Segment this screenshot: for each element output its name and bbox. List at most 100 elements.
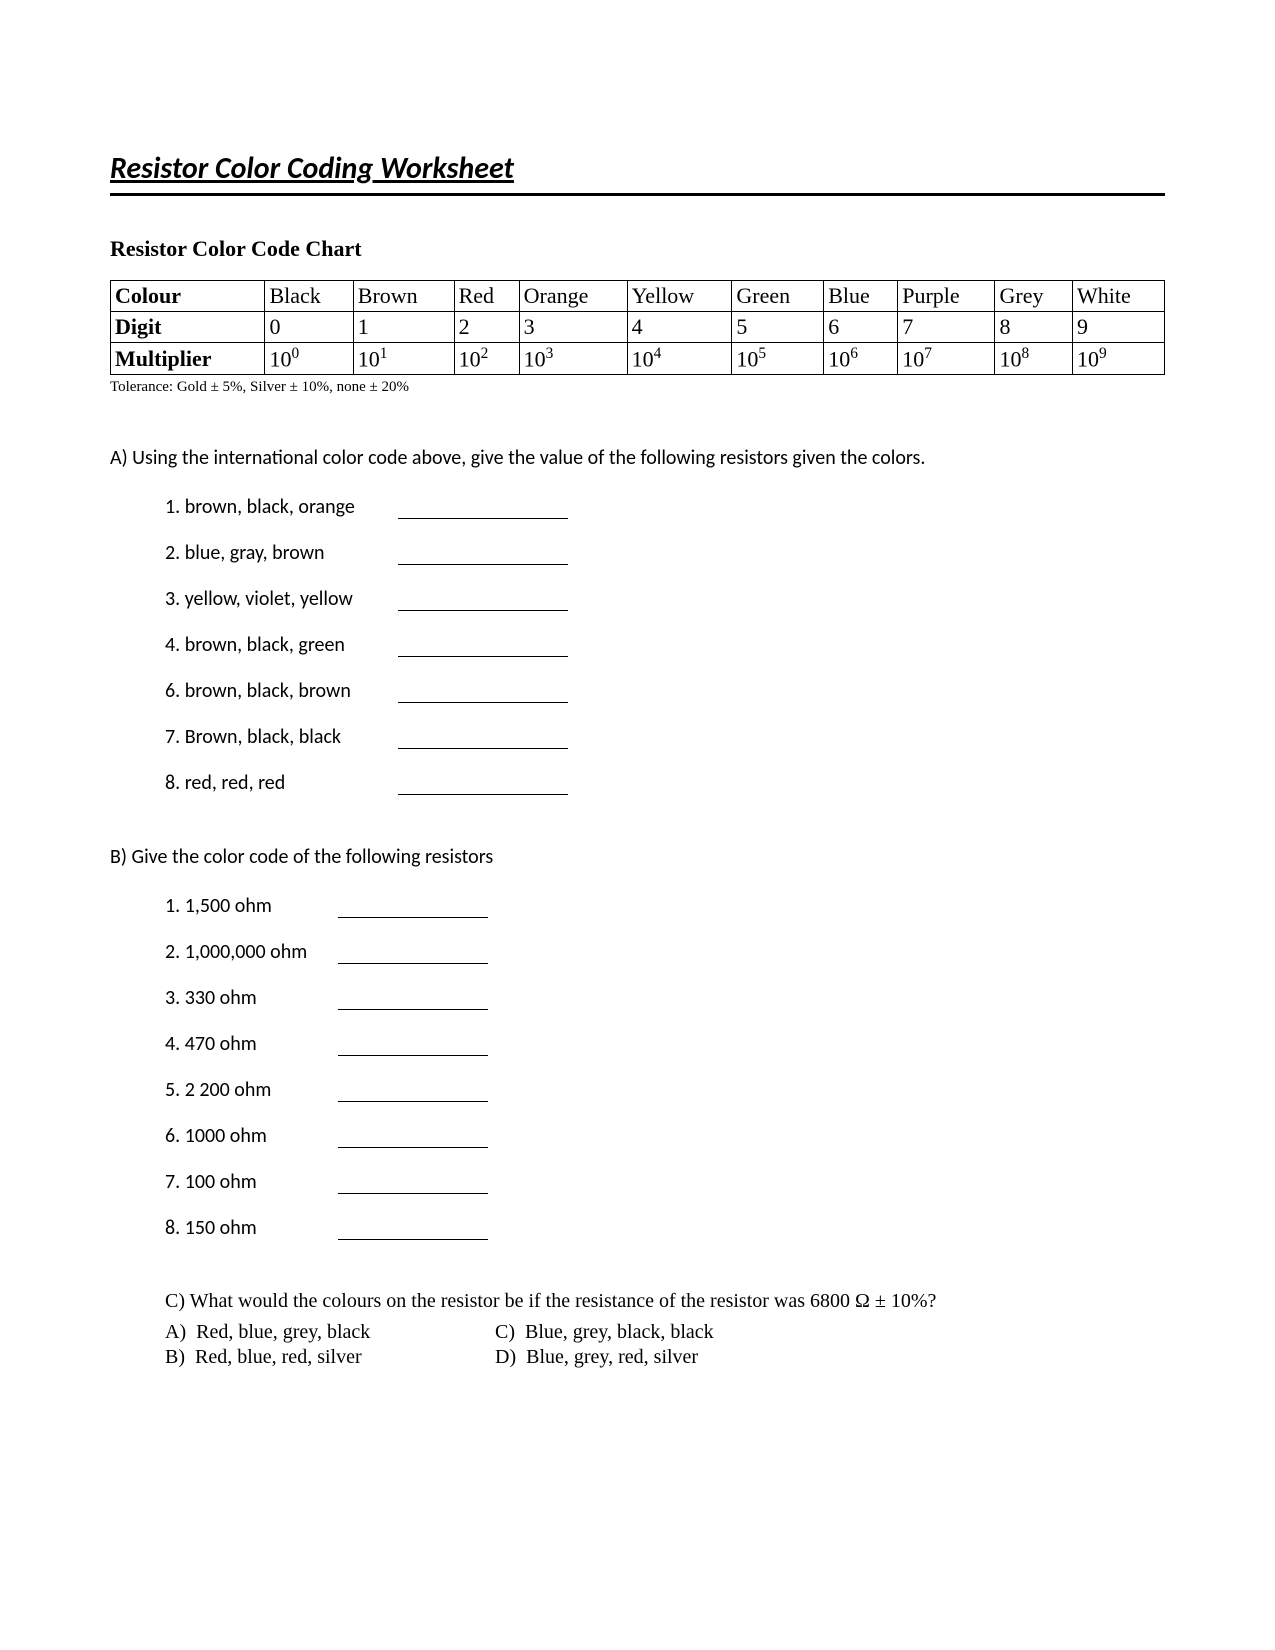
question-row: 3. 330 ohm: [165, 986, 1165, 1010]
cell: 108: [995, 343, 1073, 375]
question-label: 8. red, red, red: [165, 771, 390, 795]
answer-blank[interactable]: [398, 546, 568, 565]
question-label: 8. 150 ohm: [165, 1216, 330, 1240]
answer-blank[interactable]: [398, 638, 568, 657]
question-row: 7. Brown, black, black: [165, 725, 1165, 749]
cell: 100: [265, 343, 353, 375]
answer-blank[interactable]: [398, 684, 568, 703]
section-b-prompt: B) Give the color code of the following …: [110, 845, 1165, 869]
mc-choice[interactable]: C) Blue, grey, black, black: [495, 1321, 825, 1344]
question-label: 2. blue, gray, brown: [165, 541, 390, 565]
cell: 107: [898, 343, 995, 375]
row-label: Colour: [111, 281, 265, 312]
row-label: Digit: [111, 312, 265, 343]
answer-blank[interactable]: [338, 1175, 488, 1194]
section-c-prompt: C) What would the colours on the resisto…: [165, 1290, 1165, 1313]
cell: 106: [824, 343, 898, 375]
cell: 2: [454, 312, 519, 343]
cell: Purple: [898, 281, 995, 312]
mult-exp: 7: [924, 345, 932, 362]
mult-exp: 2: [481, 345, 489, 362]
mult-base: 10: [632, 346, 654, 371]
mc-col-left: A) Red, blue, grey, black B) Red, blue, …: [165, 1321, 495, 1371]
section-a: A) Using the international color code ab…: [110, 446, 1165, 795]
question-label: 6. 1000 ohm: [165, 1124, 330, 1148]
question-row: 1. brown, black, orange: [165, 495, 1165, 519]
answer-blank[interactable]: [338, 1083, 488, 1102]
mult-base: 10: [999, 346, 1021, 371]
cell: 102: [454, 343, 519, 375]
color-code-table: Colour Black Brown Red Orange Yellow Gre…: [110, 280, 1165, 375]
cell: Blue: [824, 281, 898, 312]
answer-blank[interactable]: [338, 1221, 488, 1240]
cell: Green: [732, 281, 824, 312]
mc-choice[interactable]: B) Red, blue, red, silver: [165, 1346, 495, 1369]
cell: 8: [995, 312, 1073, 343]
mult-exp: 3: [546, 345, 554, 362]
question-label: 1. 1,500 ohm: [165, 894, 330, 918]
cell: 103: [519, 343, 627, 375]
cell: Grey: [995, 281, 1073, 312]
question-row: 7. 100 ohm: [165, 1170, 1165, 1194]
mc-col-right: C) Blue, grey, black, black D) Blue, gre…: [495, 1321, 825, 1371]
question-label: 1. brown, black, orange: [165, 495, 390, 519]
row-label: Multiplier: [111, 343, 265, 375]
section-a-prompt: A) Using the international color code ab…: [110, 446, 1165, 470]
mult-base: 10: [736, 346, 758, 371]
question-row: 2. 1,000,000 ohm: [165, 940, 1165, 964]
question-row: 6. 1000 ohm: [165, 1124, 1165, 1148]
section-b-list: 1. 1,500 ohm 2. 1,000,000 ohm 3. 330 ohm…: [165, 894, 1165, 1240]
mult-exp: 5: [758, 345, 766, 362]
answer-blank[interactable]: [338, 1129, 488, 1148]
answer-blank[interactable]: [398, 500, 568, 519]
mult-exp: 6: [850, 345, 858, 362]
answer-blank[interactable]: [398, 592, 568, 611]
cell: 7: [898, 312, 995, 343]
mult-base: 10: [269, 346, 291, 371]
chart-heading: Resistor Color Code Chart: [110, 236, 1165, 262]
mult-exp: 1: [380, 345, 388, 362]
mult-base: 10: [828, 346, 850, 371]
mc-choice[interactable]: D) Blue, grey, red, silver: [495, 1346, 825, 1369]
mc-choices: A) Red, blue, grey, black B) Red, blue, …: [165, 1321, 1165, 1371]
cell: 0: [265, 312, 353, 343]
mult-base: 10: [459, 346, 481, 371]
question-row: 1. 1,500 ohm: [165, 894, 1165, 918]
answer-blank[interactable]: [338, 1037, 488, 1056]
worksheet-page: Resistor Color Coding Worksheet Resistor…: [0, 0, 1275, 1650]
answer-blank[interactable]: [338, 945, 488, 964]
mult-base: 10: [902, 346, 924, 371]
mult-exp: 9: [1099, 345, 1107, 362]
question-label: 7. Brown, black, black: [165, 725, 390, 749]
question-row: 4. brown, black, green: [165, 633, 1165, 657]
answer-blank[interactable]: [338, 899, 488, 918]
cell: Yellow: [627, 281, 732, 312]
answer-blank[interactable]: [398, 776, 568, 795]
mc-choice[interactable]: A) Red, blue, grey, black: [165, 1321, 495, 1344]
cell: 109: [1073, 343, 1165, 375]
cell: 1: [353, 312, 454, 343]
cell: Orange: [519, 281, 627, 312]
question-label: 7. 100 ohm: [165, 1170, 330, 1194]
cell: 101: [353, 343, 454, 375]
question-row: 8. red, red, red: [165, 771, 1165, 795]
answer-blank[interactable]: [398, 730, 568, 749]
question-row: 3. yellow, violet, yellow: [165, 587, 1165, 611]
answer-blank[interactable]: [338, 991, 488, 1010]
cell: 105: [732, 343, 824, 375]
section-a-list: 1. brown, black, orange 2. blue, gray, b…: [165, 495, 1165, 795]
mult-exp: 8: [1021, 345, 1029, 362]
question-label: 4. 470 ohm: [165, 1032, 330, 1056]
cell: 9: [1073, 312, 1165, 343]
section-c: C) What would the colours on the resisto…: [110, 1290, 1165, 1371]
cell: White: [1073, 281, 1165, 312]
question-label: 5. 2 200 ohm: [165, 1078, 330, 1102]
cell: 4: [627, 312, 732, 343]
cell: 5: [732, 312, 824, 343]
question-row: 5. 2 200 ohm: [165, 1078, 1165, 1102]
cell: Red: [454, 281, 519, 312]
cell: Black: [265, 281, 353, 312]
cell: 3: [519, 312, 627, 343]
table-row-multiplier: Multiplier 100 101 102 103 104 105 106 1…: [111, 343, 1165, 375]
question-label: 2. 1,000,000 ohm: [165, 940, 330, 964]
